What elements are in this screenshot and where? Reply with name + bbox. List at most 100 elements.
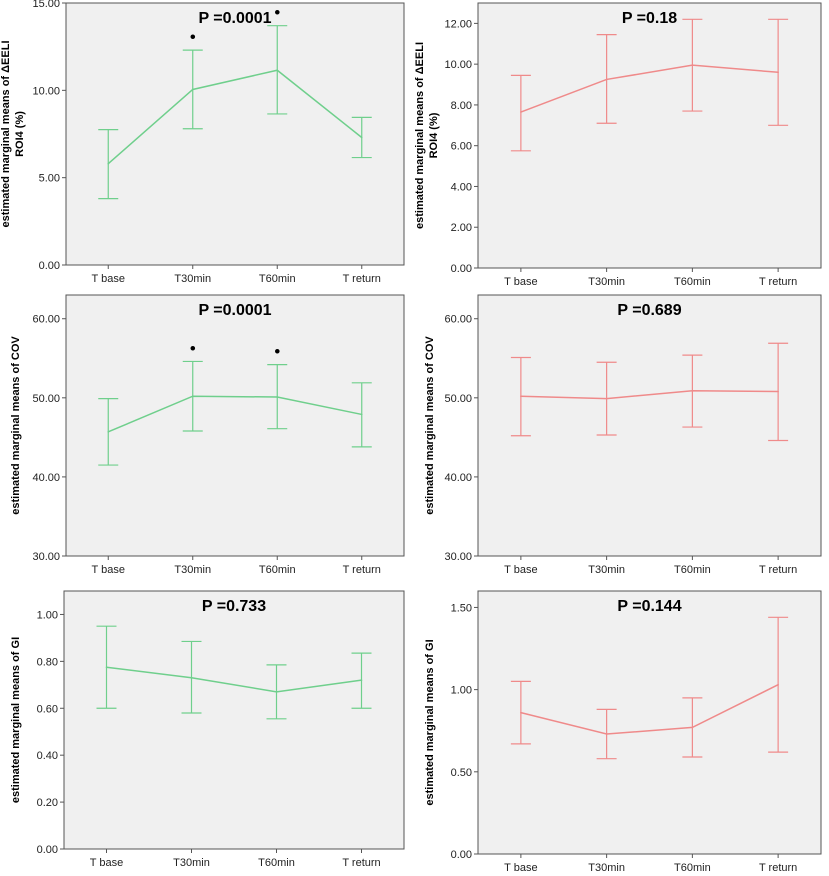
x-tick-label: T base (504, 564, 537, 576)
chart-title: P =0.0001 (198, 10, 271, 27)
y-tick-label: 60.00 (32, 314, 60, 326)
x-tick-label: T30min (588, 862, 625, 874)
chart-title: P =0.18 (622, 10, 677, 27)
mean-point (520, 111, 522, 113)
y-axis-label-line: estimated marginal means of COV (10, 336, 22, 515)
y-axis-label-line: ROI4 (%) (428, 112, 440, 158)
plot-area (65, 2, 405, 266)
y-axis-label: estimated marginal means of COV (10, 336, 22, 515)
chart-panel-1: 0.00 5.00 10.00 15.00 T base T30min T60min T re… (0, 0, 405, 285)
mean-point (777, 71, 779, 74)
y-axis-label: estimated marginal means of ΔEELI ROI4 (%… (414, 42, 440, 229)
x-tick-label: T base (90, 857, 123, 869)
x-tick-label: T30min (588, 276, 625, 288)
y-axis-label: estimated marginal means of COV (424, 336, 436, 515)
mean-point (777, 390, 779, 393)
x-tick-label: T60min (258, 857, 295, 869)
y-axis-label-line: estimated marginal means of ΔEELI (0, 40, 12, 227)
y-tick-label: 0.00 (39, 260, 60, 272)
y-tick-label: 60.00 (444, 314, 472, 326)
mean-line (520, 389, 779, 400)
mean-point (360, 413, 363, 416)
x-tick-label: T30min (174, 273, 211, 285)
chart-title: P =0.689 (617, 302, 681, 319)
y-tick-label: 12.00 (444, 18, 472, 30)
mean-point (360, 679, 363, 681)
y-tick-label: 50.00 (32, 393, 60, 405)
plot-area (65, 294, 405, 557)
y-tick-label: 40.00 (32, 472, 60, 484)
y-tick-label: 30.00 (444, 551, 472, 563)
x-tick-label: T return (343, 273, 381, 285)
mean-point (107, 162, 110, 165)
significance-marker: • (274, 344, 280, 361)
mean-point (107, 431, 110, 433)
plot-area (477, 590, 822, 855)
x-tick-label: T return (343, 564, 381, 576)
mean-point (520, 711, 522, 714)
x-tick-label: T60min (259, 564, 296, 576)
significance-marker: • (274, 5, 280, 22)
mean-point (276, 69, 279, 72)
y-tick-label: 10.00 (32, 85, 60, 97)
mean-point (691, 389, 694, 392)
y-axis-label-line: ROI4 (%) (14, 111, 26, 157)
x-tick-label: T base (92, 564, 125, 576)
mean-point (105, 666, 108, 669)
y-tick-label: 0.00 (451, 849, 472, 861)
x-tick-label: T30min (174, 564, 211, 576)
y-tick-label: 0.00 (37, 844, 58, 856)
y-axis-label: estimated marginal means of ΔEELI ROI4 (%… (0, 40, 26, 227)
chart-panel-3: 30.00 40.00 50.00 60.00 T base T30min T60min T … (10, 294, 405, 576)
y-tick-label: 0.20 (37, 797, 58, 809)
chart-panel-5: 0.00 0.20 0.40 0.60 0.80 1.00 T base T30min T60m… (10, 590, 405, 869)
y-tick-label: 1.00 (37, 609, 58, 621)
y-tick-label: 30.00 (32, 551, 60, 563)
x-tick-label: T30min (588, 564, 625, 576)
mean-point (605, 397, 608, 400)
y-axis-label-line: estimated marginal means of ΔEELI (414, 42, 426, 229)
chart-title: P =0.0001 (198, 302, 271, 319)
mean-point (777, 683, 779, 686)
chart-panel-6: 0.00 0.50 1.00 1.50 T base T30min T60min T retu… (424, 590, 822, 874)
y-axis-label-line: estimated marginal means of GI (10, 637, 22, 803)
plot-area (63, 590, 405, 850)
mean-point (691, 64, 694, 66)
x-tick-label: T60min (674, 276, 711, 288)
mean-point (276, 396, 279, 398)
y-axis-label: estimated marginal means of GI (10, 637, 22, 803)
x-tick-label: T return (759, 862, 797, 874)
mean-line (107, 395, 362, 433)
x-tick-label: T base (504, 862, 537, 874)
significance-marker: • (190, 29, 196, 46)
x-tick-label: T base (504, 276, 537, 288)
y-tick-label: 1.00 (451, 685, 472, 697)
y-axis-label-line: estimated marginal means of COV (424, 336, 436, 515)
y-tick-label: 2.00 (451, 222, 472, 234)
x-tick-label: T return (759, 276, 797, 288)
x-tick-label: T30min (173, 857, 210, 869)
mean-point (605, 78, 608, 81)
y-tick-label: 50.00 (444, 393, 472, 405)
plot-area (477, 294, 822, 557)
mean-point (191, 395, 194, 398)
mean-point (191, 88, 194, 91)
mean-point (691, 726, 694, 729)
y-tick-label: 0.40 (37, 750, 58, 762)
chart-panel-2: 0.00 2.00 4.00 6.00 8.00 10.00 12.00 T base T30m… (414, 2, 822, 288)
mean-point (520, 395, 522, 398)
significance-marker: • (190, 340, 196, 357)
x-tick-label: T return (759, 564, 797, 576)
y-tick-label: 6.00 (451, 141, 472, 153)
chart-title: P =0.733 (202, 598, 266, 615)
y-tick-label: 15.00 (32, 0, 60, 10)
mean-line (107, 69, 363, 165)
mean-line (520, 64, 779, 113)
y-tick-label: 0.00 (451, 263, 472, 275)
y-tick-label: 10.00 (444, 59, 472, 71)
y-tick-label: 0.60 (37, 703, 58, 715)
plot-area (477, 2, 822, 269)
mean-line (520, 684, 779, 735)
y-axis-label-line: estimated marginal means of GI (424, 639, 436, 805)
x-tick-label: T base (92, 273, 125, 285)
